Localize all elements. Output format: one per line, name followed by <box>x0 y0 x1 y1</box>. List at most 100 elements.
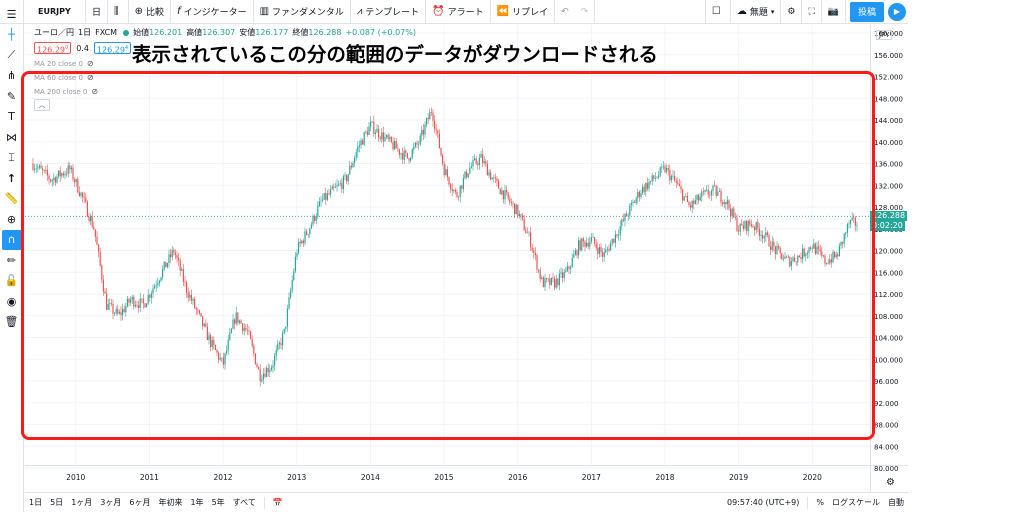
candle-body <box>414 142 416 147</box>
range-5d[interactable]: 5日 <box>50 498 64 507</box>
replay-button[interactable]: ⏪ リプレイ <box>491 0 556 24</box>
fullscreen-button[interactable]: ⛶ <box>802 0 822 24</box>
candle-body <box>189 294 191 298</box>
clock-display[interactable]: 09:57:40 (UTC+9) <box>727 498 800 507</box>
ma60-legend[interactable]: MA 60 close 0 ⊘ <box>34 73 94 82</box>
range-1m[interactable]: 1ヶ月 <box>71 498 93 507</box>
price-tick-label: 152.000 <box>874 74 903 82</box>
gear-icon[interactable]: ⚙ <box>886 477 895 488</box>
range-6m[interactable]: 6ヶ月 <box>129 498 151 507</box>
candle-body <box>774 246 776 254</box>
candle-body <box>328 193 330 195</box>
candle-body <box>618 234 620 236</box>
range-3m[interactable]: 3ヶ月 <box>100 498 122 507</box>
annotation-caption: 表示されているこの分の範囲のデータがダウンロードされる <box>132 43 658 66</box>
range-1y[interactable]: 1年 <box>190 498 204 507</box>
fundamentals-button[interactable]: ▥ ファンダメンタル <box>254 0 351 24</box>
candle-body <box>334 186 336 188</box>
candle-body <box>448 177 450 185</box>
price-tick-label: 92.000 <box>874 400 899 408</box>
buy-button[interactable]: 126.294 <box>93 42 132 55</box>
candle-body <box>790 261 792 267</box>
candle-body <box>128 298 130 303</box>
forecast-tool-icon[interactable]: ⌶ <box>8 150 15 164</box>
ruler-icon[interactable]: 📏 <box>4 192 19 205</box>
candle-body <box>834 251 836 258</box>
price-chart[interactable]: 160.000 156.000 152.000 148.000 144.000 140.0… <box>25 25 908 492</box>
candle-body <box>650 180 652 182</box>
interval-button[interactable]: 日 <box>86 0 109 24</box>
currency-label[interactable]: JPY <box>876 30 893 40</box>
fib-tool-icon[interactable]: ⋔ <box>6 69 17 82</box>
compare-button[interactable]: ⊕ 比較 <box>129 0 172 24</box>
trend-line-icon[interactable]: ⟋ <box>7 48 16 61</box>
candle-body <box>213 340 215 345</box>
stay-drawing-icon[interactable]: ✏ <box>6 253 17 267</box>
magnet-icon[interactable]: ∩ <box>1 229 22 250</box>
candle-body <box>547 278 549 280</box>
candle-body <box>318 201 320 207</box>
candle-body <box>56 176 58 183</box>
eye-icon[interactable]: ◉ <box>6 294 17 308</box>
redo-button[interactable]: ↷ <box>575 0 596 24</box>
crosshair-icon[interactable]: ┼ <box>8 28 15 41</box>
candle-body <box>37 167 39 169</box>
ma20-legend[interactable]: MA 20 close 0 ⊘ <box>34 59 94 68</box>
collapse-legend-button[interactable]: ︿ <box>34 99 50 111</box>
pattern-tool-icon[interactable]: ⋈ <box>6 130 17 144</box>
candle-body <box>210 335 212 348</box>
hidden-eye-icon[interactable]: ⊘ <box>86 59 94 68</box>
ma200-legend[interactable]: MA 200 close 0 ⊘ <box>34 87 98 96</box>
candle-body <box>624 213 626 221</box>
templates-button[interactable]: ⩘ テンプレート <box>351 0 427 24</box>
text-tool-icon[interactable]: T <box>8 110 15 123</box>
range-5y[interactable]: 5年 <box>211 498 225 507</box>
candle-body <box>678 183 680 186</box>
sell-button[interactable]: 126.290 <box>34 42 72 55</box>
chart-type-button[interactable]: ⫼ <box>108 0 129 24</box>
zoom-in-icon[interactable]: ⊕ <box>6 212 17 226</box>
trash-icon[interactable]: 🗑 <box>4 315 19 328</box>
candle-body <box>741 223 743 226</box>
candle-body <box>46 169 48 176</box>
goto-date-icon[interactable]: 📅 <box>272 498 283 507</box>
lock-icon[interactable]: 🔓 <box>4 274 19 287</box>
legend-interval: 1日 <box>78 28 92 37</box>
candle-body <box>171 249 173 258</box>
ma60-label: MA 60 close 0 <box>34 73 83 82</box>
price-tick-label: 132.000 <box>874 182 903 190</box>
log-scale-toggle[interactable]: ログスケール <box>832 498 880 507</box>
hidden-eye-icon[interactable]: ⊘ <box>86 73 94 82</box>
save-layout-button[interactable]: ☁ 無題 ▾ <box>731 0 782 24</box>
candle-body <box>82 192 84 197</box>
brush-icon[interactable]: ✎ <box>6 89 17 103</box>
range-all[interactable]: すべて <box>232 498 256 507</box>
menu-icon[interactable]: ☰ <box>6 7 17 21</box>
hidden-eye-icon[interactable]: ⊘ <box>91 87 99 96</box>
candle-body <box>91 216 93 227</box>
candles <box>32 107 858 387</box>
legend-exchange: FXCM <box>95 28 118 37</box>
candle-body <box>54 177 56 183</box>
settings-button[interactable]: ⚙ <box>781 0 803 24</box>
percent-scale-toggle[interactable]: % <box>816 498 824 507</box>
candle-body <box>458 196 460 198</box>
range-ytd[interactable]: 年初来 <box>158 498 183 507</box>
candle-body <box>622 219 624 221</box>
candle-body <box>446 169 448 178</box>
play-button[interactable]: ▶ <box>888 2 906 21</box>
indicators-button[interactable]: f インジケーター <box>171 0 254 24</box>
publish-button[interactable]: 投稿 <box>849 1 884 22</box>
layout-select-button[interactable]: ☐ <box>704 0 731 24</box>
auto-scale-toggle[interactable]: 自動 <box>888 498 904 507</box>
snapshot-button[interactable]: 📷 <box>822 0 846 24</box>
symbol-search-button[interactable]: EURJPY <box>0 0 86 24</box>
arrow-up-icon[interactable]: ↑ <box>6 171 17 185</box>
price-tick-label: 120.000 <box>874 248 903 256</box>
divider <box>807 496 809 509</box>
undo-button[interactable]: ↶ <box>555 0 575 24</box>
candle-body <box>355 152 357 159</box>
candle-body <box>69 165 71 170</box>
alert-button[interactable]: ⏰ アラート <box>426 0 491 24</box>
range-1d[interactable]: 1日 <box>29 498 43 507</box>
